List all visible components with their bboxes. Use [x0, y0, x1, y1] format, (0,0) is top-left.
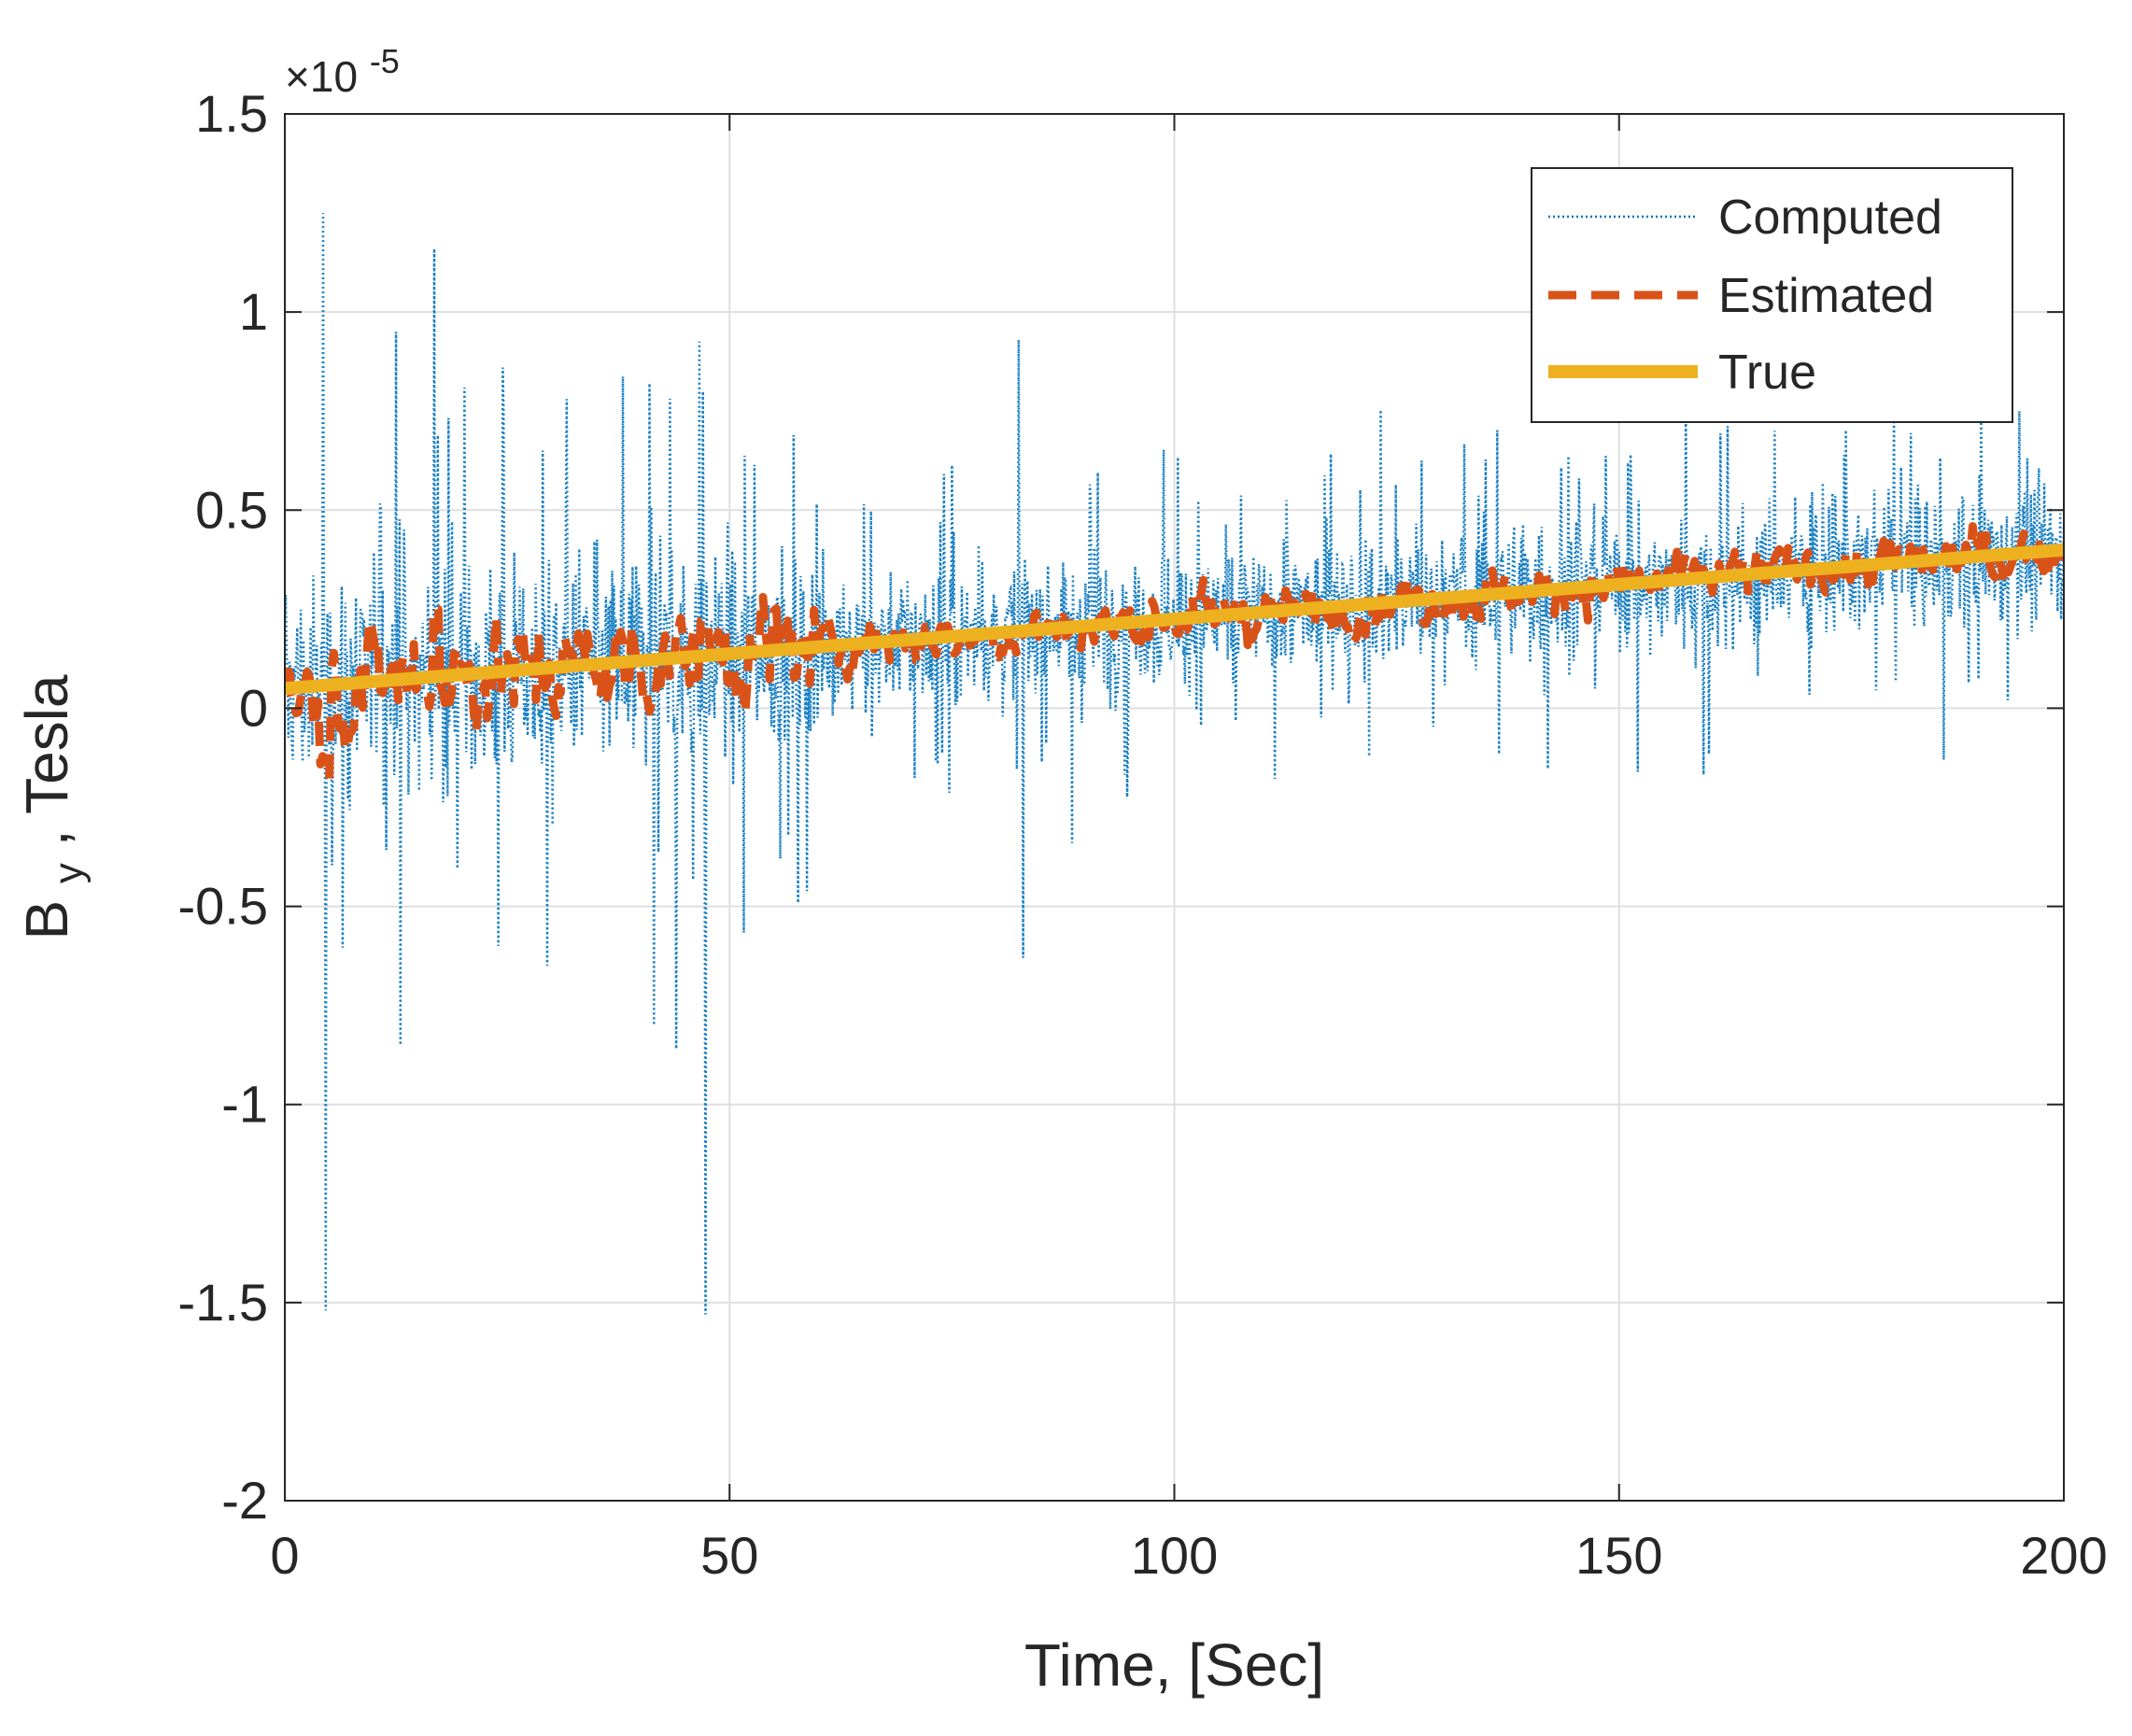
x-tick-label-1: 50 [700, 1526, 758, 1585]
y-label-sub: y [46, 863, 92, 883]
y-axis-label: B y , Tesla [13, 674, 95, 939]
y-exponent-power: -5 [370, 42, 400, 80]
x-tick-label-2: 100 [1131, 1526, 1218, 1585]
x-axis-label: Time, [Sec] [1024, 1631, 1324, 1699]
y-tick-label-3: -0.5 [178, 877, 269, 936]
legend-label-computed: Computed [1718, 191, 1942, 245]
y-label-main: B [13, 900, 80, 940]
y-tick-label-6: 1 [239, 282, 268, 341]
y-tick-label-7: 1.5 [195, 84, 268, 143]
y-tick-label-0: -2 [221, 1471, 268, 1530]
x-tick-label-0: 0 [270, 1526, 299, 1585]
series-layer [285, 213, 2064, 1315]
y-tick-label-4: 0 [239, 678, 268, 737]
y-tick-label-5: 0.5 [195, 480, 268, 539]
y-label-rest: , Tesla [13, 674, 80, 846]
legend-label-true: True [1718, 346, 1816, 400]
y-axis-exponent: ×10 -5 [285, 42, 400, 101]
x-tick-label-3: 150 [1575, 1526, 1662, 1585]
y-tick-label-1: -1.5 [178, 1273, 269, 1332]
series-true-line [285, 543, 2064, 696]
legend: Computed Estimated True [1531, 167, 2013, 423]
y-exponent-base: ×10 [285, 52, 358, 101]
x-axis-label-text: Time, [Sec] [1024, 1631, 1324, 1699]
x-tick-label-4: 200 [2020, 1526, 2107, 1585]
y-tick-label-2: -1 [221, 1075, 268, 1134]
ticks-layer: 0 50 100 150 200 -2 -1.5 -1 -0.5 0 0.5 1 1.5 [178, 84, 2108, 1585]
legend-label-estimated: Estimated [1718, 269, 1934, 323]
